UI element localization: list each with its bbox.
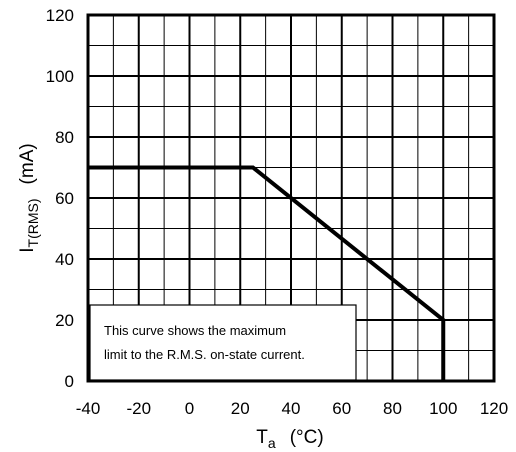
y-tick-label: 20: [55, 311, 74, 330]
x-tick-label: 20: [231, 399, 250, 418]
x-tick-label: 0: [185, 399, 194, 418]
y-axis-label-main: I: [17, 247, 38, 252]
plot-frame: [86, 13, 496, 383]
annotation-line-1: This curve shows the maximum: [104, 323, 286, 338]
annotation-box: [89, 304, 357, 381]
y-tick-label: 80: [55, 128, 74, 147]
x-axis-label: Ta (°C): [256, 427, 323, 451]
curve-layer: [88, 165, 446, 381]
y-tick-label: 100: [46, 67, 74, 86]
y-axis-label-unit: (mA): [17, 143, 38, 184]
x-tick-label: 60: [332, 399, 351, 418]
annotation-layer: This curve shows the maximum limit to th…: [89, 304, 357, 381]
y-tick-label: 120: [46, 6, 74, 25]
x-tick-label: 100: [429, 399, 457, 418]
y-axis-label-sub: T(RMS): [25, 198, 41, 247]
y-axis-label: IT(RMS) (mA): [17, 143, 41, 252]
x-tick-labels: -40 -20 0 20 40 60 80 100 120: [76, 399, 508, 418]
x-tick-label: -20: [126, 399, 151, 418]
x-tick-label: -40: [76, 399, 101, 418]
y-tick-label: 60: [55, 189, 74, 208]
x-tick-label: 120: [480, 399, 508, 418]
x-axis-label-sub: a: [268, 435, 276, 451]
x-tick-label: 40: [282, 399, 301, 418]
y-tick-label: 40: [55, 250, 74, 269]
annotation-line-2: limit to the R.M.S. on-state current.: [104, 347, 305, 362]
derating-curve-line: [88, 165, 446, 381]
y-tick-label: 0: [65, 372, 74, 391]
y-tick-labels: 0 20 40 60 80 100 120: [46, 6, 74, 391]
x-axis-label-unit: (°C): [290, 427, 324, 448]
x-axis-label-main: T: [256, 427, 268, 448]
x-tick-label: 80: [383, 399, 402, 418]
